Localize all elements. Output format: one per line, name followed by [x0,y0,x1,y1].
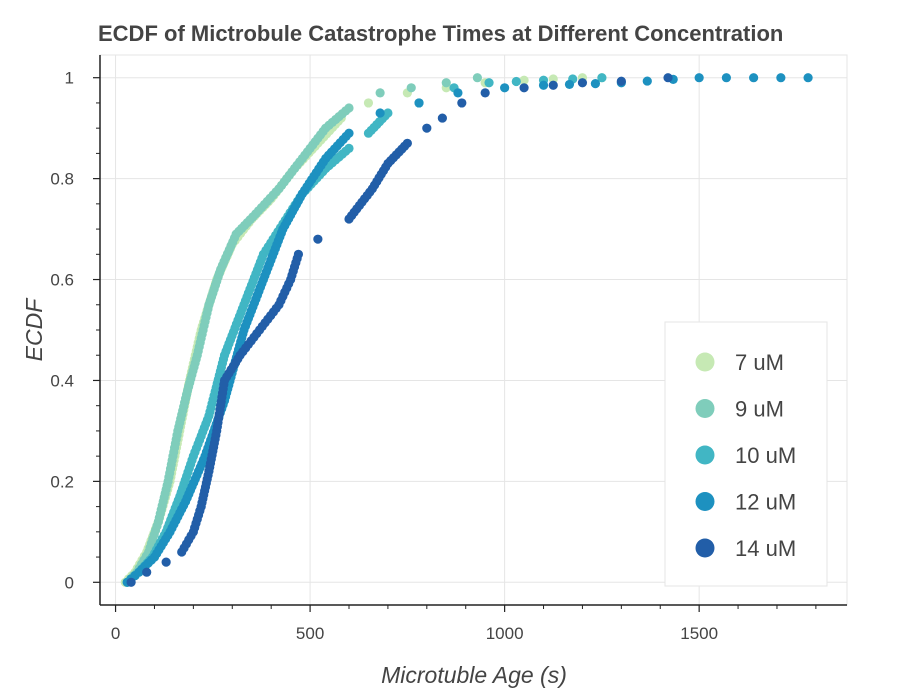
ecdf-point [437,113,447,123]
data-points [120,73,813,587]
series-10-uM [122,73,607,587]
legend-swatch [695,445,715,465]
ecdf-point [375,88,385,98]
series-7-uM [120,73,607,587]
x-axis-label: Microtuble Age (s) [381,662,567,688]
legend-swatch [695,538,715,558]
legend-label: 10 uM [735,443,796,468]
ecdf-point [422,123,432,133]
x-tick-label: 1500 [680,624,718,643]
ecdf-point [519,75,529,85]
x-tick-label: 0 [111,624,120,643]
ecdf-point [564,79,575,90]
ecdf-point [344,128,354,138]
legend-label: 7 uM [735,350,784,375]
y-tick-label: 0.8 [50,170,74,189]
legend-swatch [695,399,715,418]
ecdf-point [406,83,416,93]
y-tick-label: 0.2 [50,472,74,491]
y-tick-label: 0.6 [50,271,74,290]
x-tick-label: 1000 [486,624,524,643]
ecdf-point [472,73,482,83]
y-tick-label: 1 [65,69,74,88]
legend-swatch [695,352,715,372]
legend-label: 12 uM [735,490,796,515]
ecdf-point [441,78,451,88]
ecdf-point [293,249,304,259]
legend-box [664,321,828,587]
ecdf-point [548,80,558,90]
ecdf-point [344,143,354,153]
ecdf-point [344,103,354,113]
legend-swatch [695,492,715,511]
ecdf-point [500,83,510,93]
ecdf-point [313,234,323,244]
legend-label: 14 uM [735,536,796,561]
ecdf-point [484,78,494,88]
ecdf-point [694,73,704,83]
legend: 7 uM 9 uM 10 uM 12 uM 14 uM [664,321,828,587]
ecdf-point [480,88,490,98]
legend-label: 9 uM [735,397,784,422]
ecdf-point [383,108,393,118]
ecdf-point [414,98,424,108]
ecdf-point [142,567,152,577]
ecdf-point [776,73,786,83]
ecdf-point [126,577,136,587]
series-14-uM [126,73,673,587]
ecdf-point [616,76,626,86]
ecdf-point [548,74,558,84]
ecdf-point [363,98,374,108]
y-tick-label: 0.4 [50,371,74,390]
ecdf-point [663,73,673,83]
ecdf-point [511,76,521,87]
y-axis-label: ECDF [21,297,47,362]
axis-ticks: 0 500 1000 1500 0 0.2 0.4 0.6 0.8 1 [50,69,817,643]
ecdf-point [538,80,549,90]
ecdf-point [721,73,731,83]
ecdf-point [642,76,652,86]
ecdf-point [453,88,463,98]
ecdf-point [803,73,813,83]
x-tick-label: 500 [296,624,324,643]
ecdf-point [597,73,607,83]
ecdf-point [375,108,385,118]
chart-title: ECDF of Mictrobule Catastrophe Times at … [98,21,783,46]
ecdf-point [590,78,601,89]
ecdf-point [457,98,467,108]
ecdf-point [161,557,171,567]
ecdf-point [577,78,588,88]
y-tick-label: 0 [65,573,74,592]
ecdf-point [519,83,529,93]
ecdf-point [749,73,759,83]
ecdf-point [402,138,412,148]
